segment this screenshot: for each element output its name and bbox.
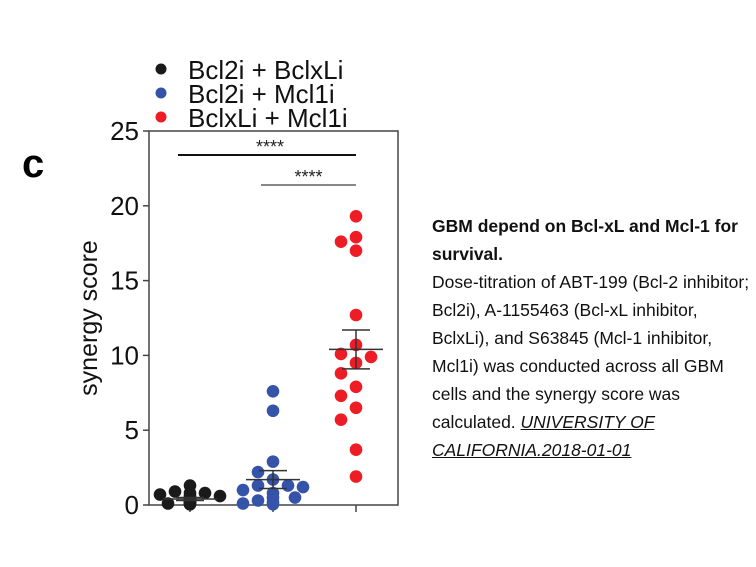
data-point bbox=[364, 350, 378, 364]
data-point bbox=[266, 385, 280, 398]
data-point bbox=[334, 367, 348, 380]
data-point bbox=[251, 465, 265, 479]
data-point bbox=[349, 308, 363, 322]
data-point bbox=[334, 235, 348, 249]
significance-label: **** bbox=[256, 137, 284, 157]
data-point bbox=[334, 389, 348, 403]
y-tick-label: 5 bbox=[125, 415, 139, 445]
significance-label: **** bbox=[294, 167, 322, 187]
data-point bbox=[213, 489, 227, 503]
panel-label: c bbox=[22, 142, 44, 186]
data-point bbox=[349, 209, 363, 223]
data-point bbox=[349, 244, 363, 257]
y-tick-label: 0 bbox=[125, 490, 139, 520]
caption-body: Dose-titration of ABT-199 (Bcl-2 inhibit… bbox=[432, 272, 750, 432]
legend-marker bbox=[155, 87, 167, 99]
data-point bbox=[349, 470, 363, 483]
data-point bbox=[349, 401, 363, 415]
data-point bbox=[236, 483, 250, 497]
y-tick-label: 10 bbox=[110, 340, 139, 370]
data-point bbox=[251, 494, 265, 507]
legend-marker bbox=[155, 111, 167, 123]
y-axis-label: synergy score bbox=[75, 240, 103, 396]
data-point bbox=[288, 491, 302, 504]
data-point bbox=[296, 480, 310, 494]
caption-title: GBM depend on Bcl-xL and Mcl-1 for survi… bbox=[432, 216, 738, 264]
data-point bbox=[266, 455, 280, 468]
data-point bbox=[334, 347, 348, 361]
data-point bbox=[349, 230, 363, 244]
data-point bbox=[281, 479, 295, 492]
legend-label: Bcl2i + Mcl1i bbox=[188, 79, 335, 109]
data-point bbox=[183, 486, 197, 500]
data-point bbox=[251, 479, 265, 492]
data-point bbox=[349, 380, 363, 394]
y-tick-label: 25 bbox=[110, 116, 139, 146]
data-point bbox=[266, 404, 280, 418]
data-point bbox=[349, 443, 363, 456]
data-point bbox=[153, 488, 167, 501]
data-point bbox=[334, 413, 348, 427]
legend-label: BclxLi + Mcl1i bbox=[188, 103, 348, 133]
data-point bbox=[198, 486, 212, 500]
data-point bbox=[168, 485, 182, 498]
data-point bbox=[161, 497, 175, 510]
y-tick-label: 15 bbox=[110, 266, 139, 296]
y-tick-label: 20 bbox=[110, 191, 139, 221]
source-link[interactable]: UNIVERSITY OF CALIFORNIA.2018-01-01 bbox=[432, 412, 655, 460]
data-point bbox=[236, 497, 250, 510]
data-point bbox=[266, 497, 280, 511]
figure-caption: GBM depend on Bcl-xL and Mcl-1 for survi… bbox=[432, 212, 752, 464]
legend-label: Bcl2i + BclxLi bbox=[188, 55, 343, 85]
legend-marker bbox=[155, 63, 167, 75]
